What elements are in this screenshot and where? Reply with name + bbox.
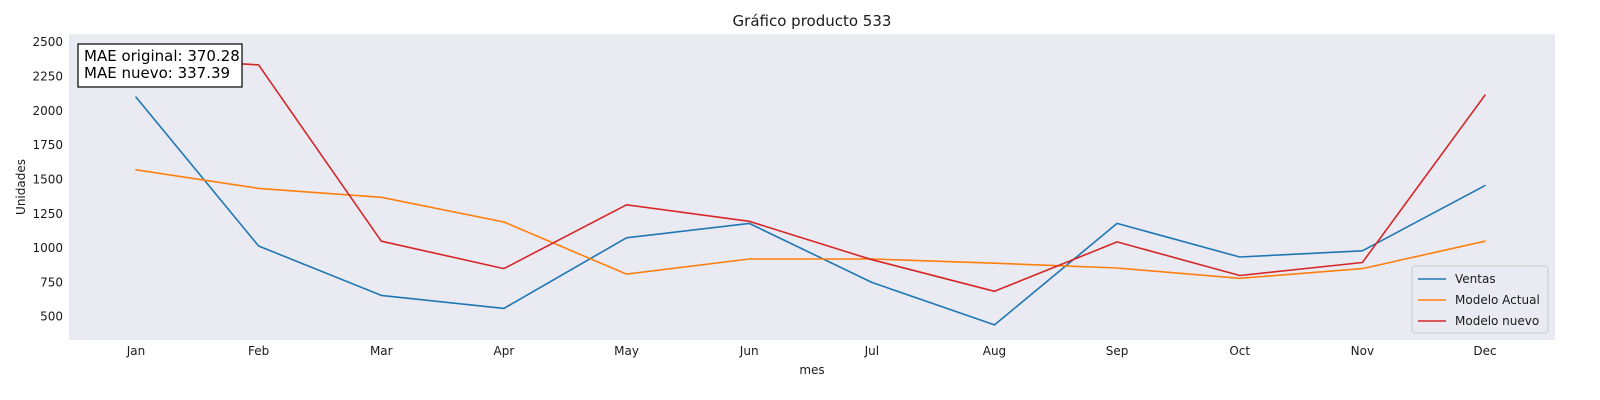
y-tick-label: 2000 bbox=[32, 104, 63, 118]
x-axis-ticks: Jan Feb Mar Apr May Jun Jul Aug Sep Oct Nov Dec bbox=[126, 344, 1497, 358]
chart-title: Gráfico producto 533 bbox=[733, 12, 892, 30]
legend-label: Ventas bbox=[1455, 272, 1496, 286]
x-tick-label: Sep bbox=[1106, 344, 1129, 358]
y-tick-label: 500 bbox=[40, 310, 63, 324]
y-tick-label: 1000 bbox=[32, 241, 63, 255]
x-tick-label: Dec bbox=[1473, 344, 1496, 358]
x-tick-label: Aug bbox=[983, 344, 1006, 358]
mae-original-text: MAE original: 370.28 bbox=[84, 47, 240, 65]
series-line-modelo-actual bbox=[135, 169, 1486, 280]
y-axis-label: Unidades bbox=[14, 159, 28, 215]
x-tick-label: Mar bbox=[370, 344, 393, 358]
mae-nuevo-text: MAE nuevo: 337.39 bbox=[84, 64, 230, 82]
x-tick-label: Feb bbox=[248, 344, 269, 358]
legend-box bbox=[1411, 265, 1549, 334]
y-tick-label: 2500 bbox=[32, 35, 63, 49]
y-axis-ticks: 500 750 1000 1250 1500 1750 2000 2250 2500 bbox=[32, 35, 63, 323]
series-line-ventas bbox=[135, 96, 1486, 326]
y-tick-label: 1750 bbox=[32, 138, 63, 152]
x-tick-label: Jun bbox=[739, 344, 759, 358]
plot-area bbox=[69, 34, 1555, 340]
x-tick-label: Apr bbox=[494, 344, 515, 358]
y-tick-label: 2250 bbox=[32, 70, 63, 84]
y-tick-label: 750 bbox=[40, 275, 63, 289]
x-tick-label: Oct bbox=[1229, 344, 1250, 358]
y-tick-label: 1500 bbox=[32, 172, 63, 186]
mae-annotation-box: MAE original: 370.28 MAE nuevo: 337.39 bbox=[77, 43, 243, 88]
legend-label: Modelo nuevo bbox=[1455, 314, 1539, 328]
x-axis-label: mes bbox=[799, 363, 824, 377]
series-line-modelo-nuevo bbox=[135, 56, 1486, 293]
x-tick-label: Jan bbox=[126, 344, 146, 358]
x-tick-label: May bbox=[614, 344, 639, 358]
series-lines bbox=[135, 56, 1486, 326]
x-tick-label: Nov bbox=[1351, 344, 1374, 358]
x-tick-label: Jul bbox=[864, 344, 879, 358]
y-tick-label: 1250 bbox=[32, 207, 63, 221]
legend-label: Modelo Actual bbox=[1455, 293, 1540, 307]
legend: Ventas Modelo Actual Modelo nuevo bbox=[1411, 265, 1549, 334]
